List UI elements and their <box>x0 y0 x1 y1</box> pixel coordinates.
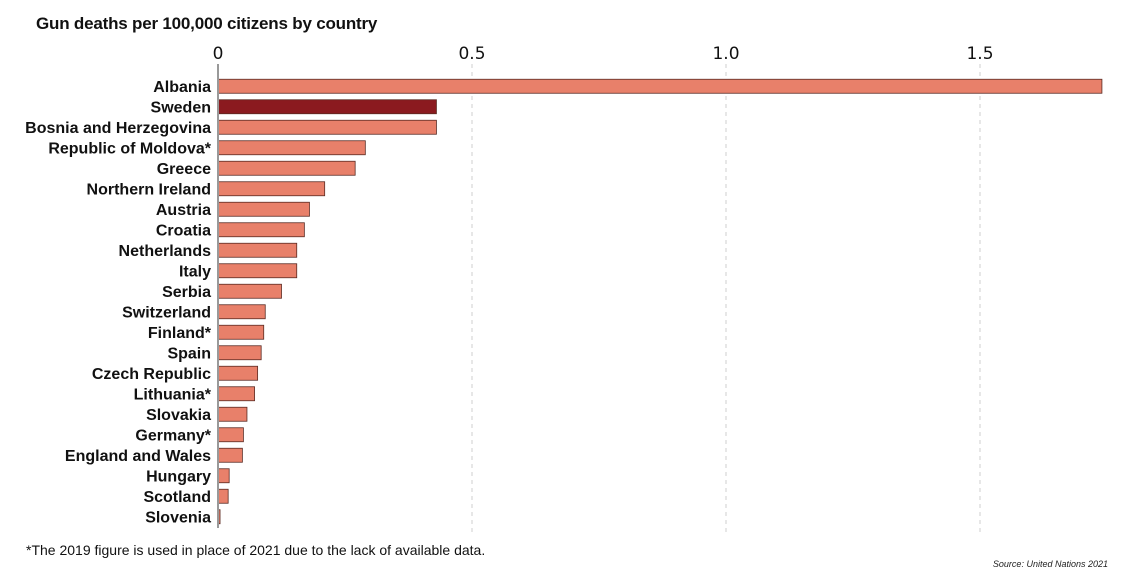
grid-lines <box>471 64 981 534</box>
bar <box>217 406 248 422</box>
x-tick-label: 0.5 <box>458 44 485 64</box>
bar <box>217 468 230 484</box>
x-axis-ticks: 0 0.5 1.0 1.5 <box>213 44 994 64</box>
bar <box>217 119 437 135</box>
bar <box>217 181 326 197</box>
category-label: Slovenia <box>145 509 211 526</box>
bar <box>217 263 298 279</box>
category-label: Germany* <box>135 427 211 444</box>
category-label: Netherlands <box>119 243 212 260</box>
bar <box>217 140 366 156</box>
chart-title: Gun deaths per 100,000 citizens by count… <box>36 14 378 33</box>
bar <box>217 160 356 176</box>
bar-chart: 0 0.5 1.0 1.5 Albania Sweden Bosnia and Herze… <box>25 44 1103 534</box>
category-label: Scotland <box>143 489 211 506</box>
category-label: Switzerland <box>122 304 211 321</box>
x-tick-label: 1.0 <box>712 44 739 64</box>
bar <box>217 283 282 299</box>
bar <box>217 345 262 361</box>
bar <box>217 488 229 504</box>
category-label: Greece <box>157 161 211 178</box>
category-label: Northern Ireland <box>87 181 211 198</box>
bar <box>217 222 305 238</box>
category-label: Czech Republic <box>92 366 211 383</box>
bar <box>217 304 266 320</box>
category-label: Bosnia and Herzegovina <box>25 120 211 137</box>
source-note: Source: United Nations 2021 <box>992 559 1108 569</box>
footnote: *The 2019 figure is used in place of 202… <box>26 542 486 558</box>
category-label: England and Wales <box>65 448 211 465</box>
bar <box>217 78 1103 94</box>
category-label: Serbia <box>162 284 211 301</box>
category-label: Albania <box>153 79 211 96</box>
category-label: Slovakia <box>146 407 211 424</box>
bar <box>217 386 255 402</box>
category-label: Finland* <box>148 325 212 342</box>
category-label: Croatia <box>156 222 211 239</box>
bar <box>217 201 310 217</box>
category-labels: Albania Sweden Bosnia and Herzegovina Repub… <box>25 79 212 527</box>
category-label: Republic of Moldova* <box>48 140 211 157</box>
category-label: Austria <box>156 202 211 219</box>
category-label: Spain <box>167 345 211 362</box>
category-label: Sweden <box>151 99 211 116</box>
bar <box>217 242 298 258</box>
bar <box>217 99 437 115</box>
x-tick-label: 0 <box>213 44 224 64</box>
category-label: Italy <box>179 263 211 280</box>
bar <box>217 447 243 463</box>
category-label: Lithuania* <box>134 386 212 403</box>
bar <box>217 427 244 443</box>
bar <box>217 365 259 381</box>
x-tick-label: 1.5 <box>966 44 993 64</box>
bars <box>217 78 1103 525</box>
category-label: Hungary <box>146 468 211 485</box>
bar <box>217 324 265 340</box>
